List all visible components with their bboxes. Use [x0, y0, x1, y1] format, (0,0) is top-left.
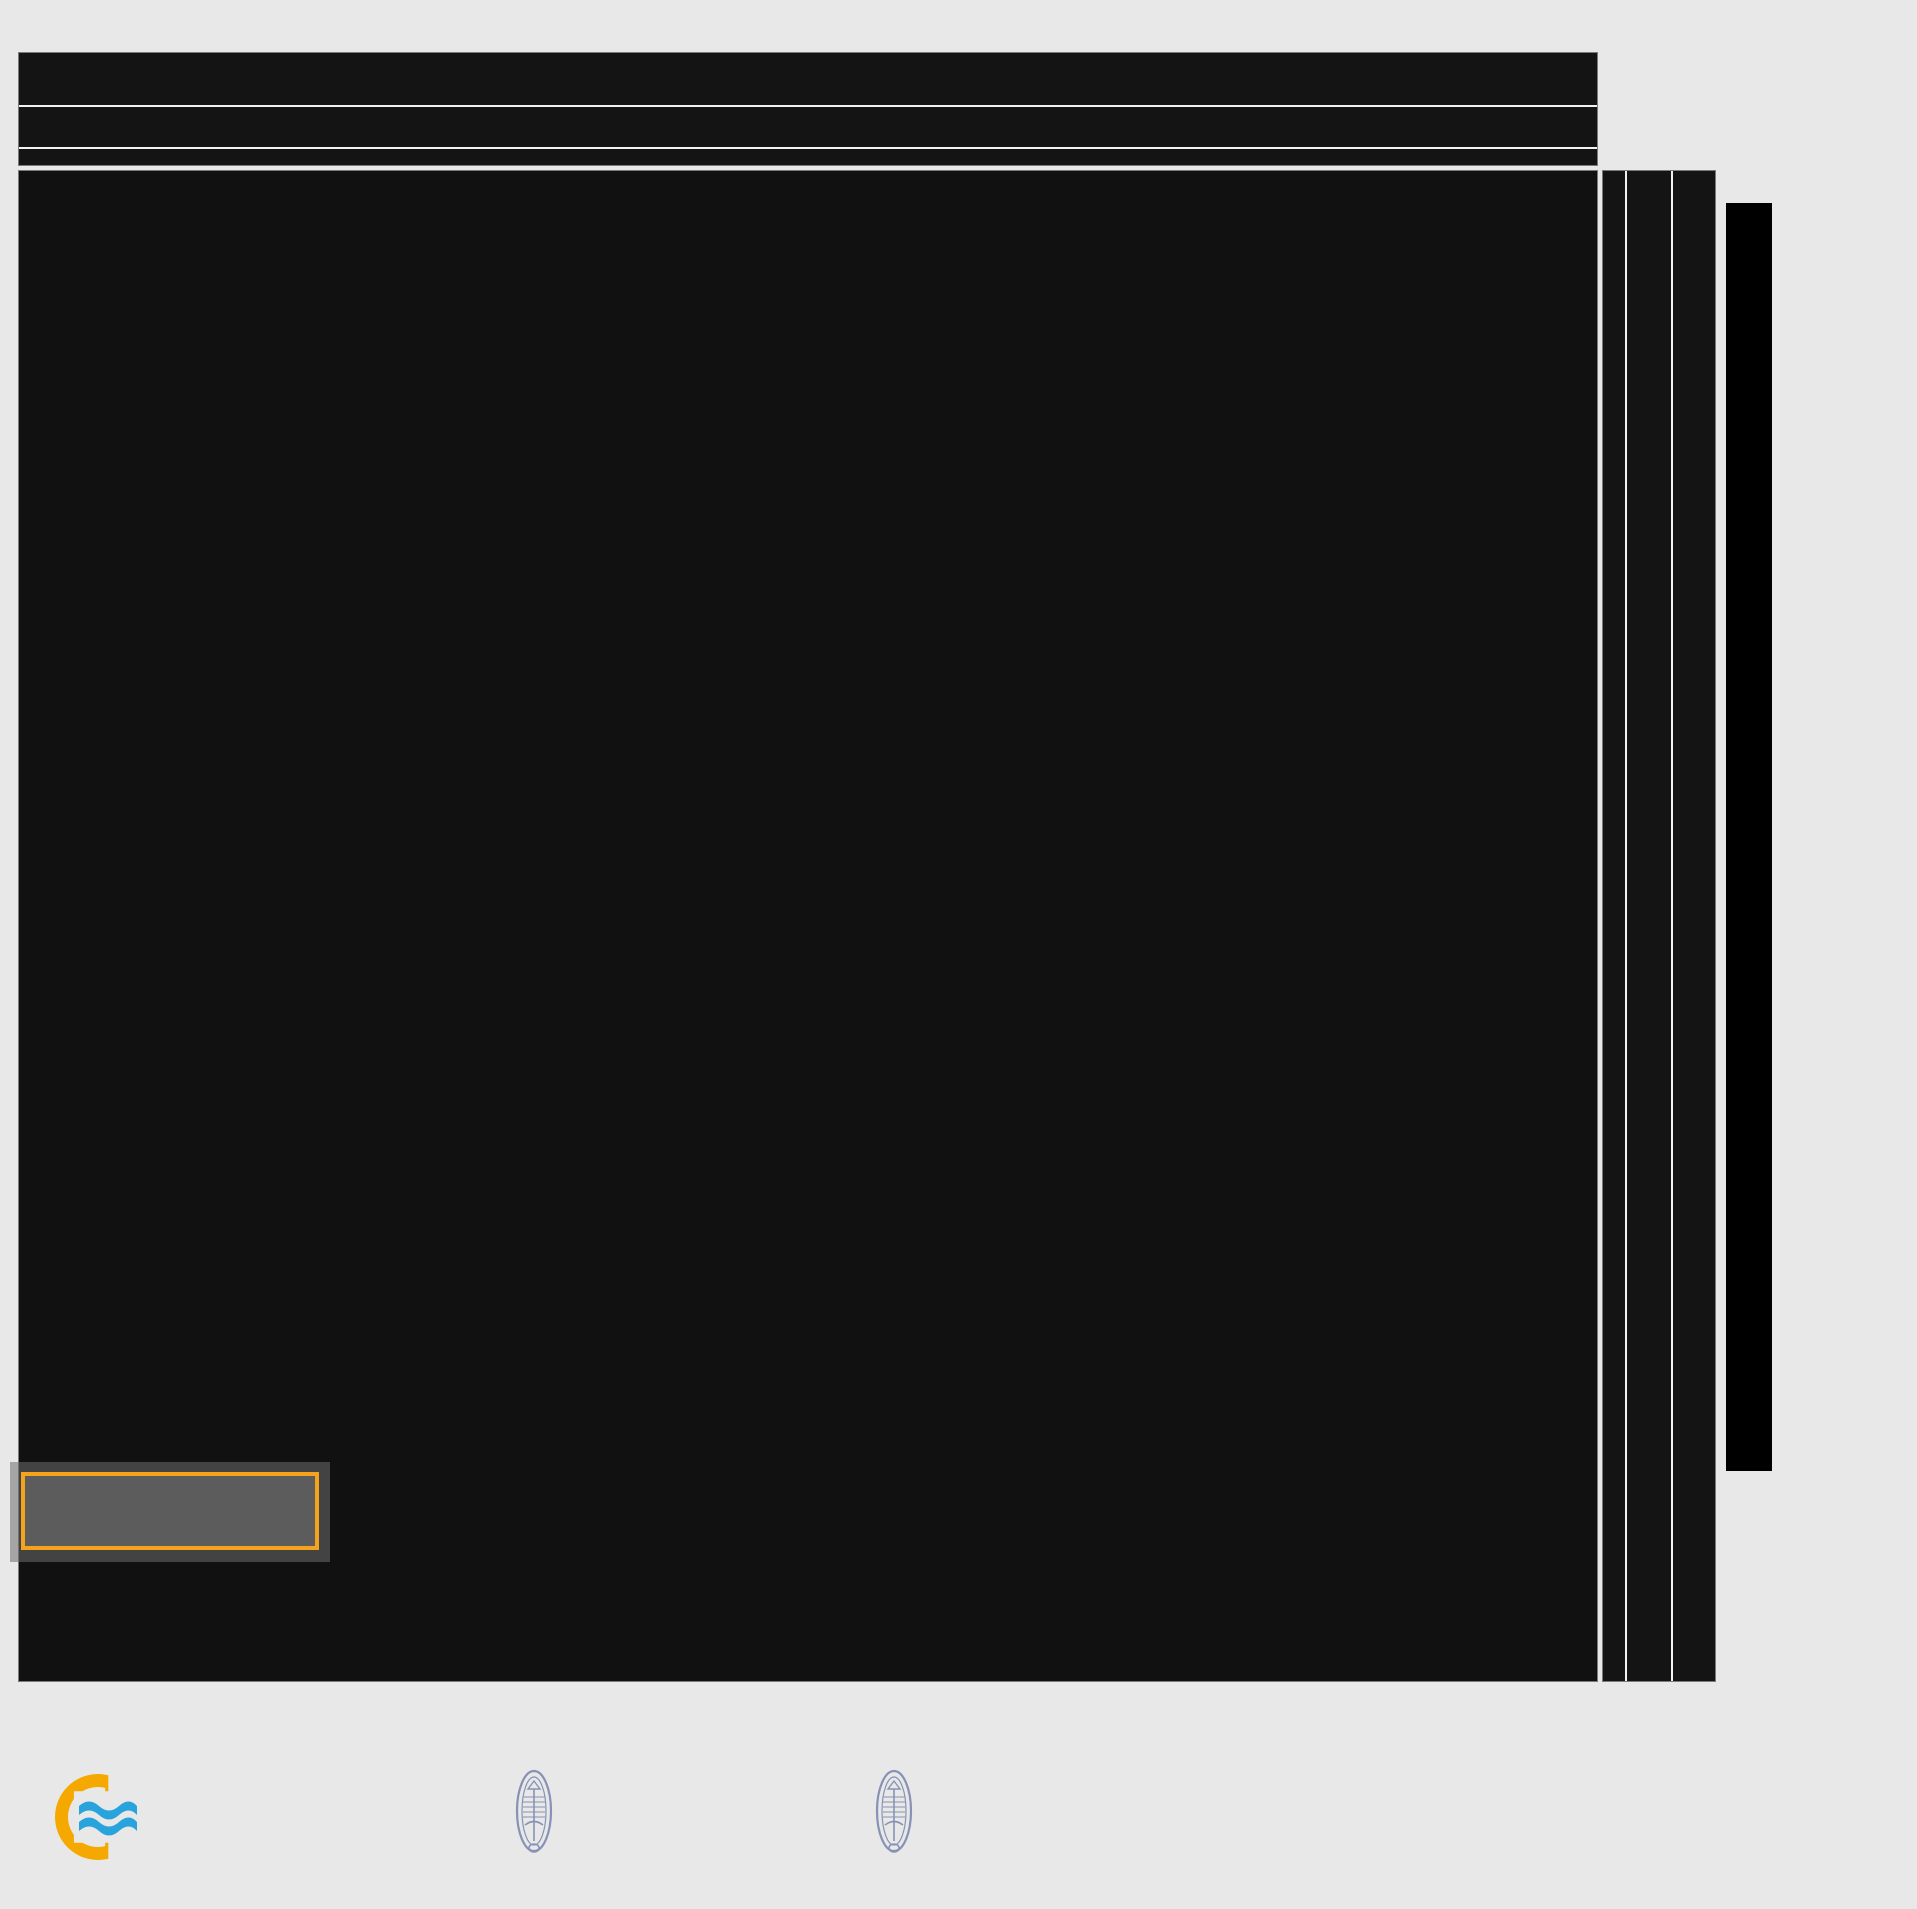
argentina-coat-of-arms-icon — [875, 1769, 913, 1853]
map-panel[interactable] — [18, 170, 1598, 1682]
footer-logos — [0, 1729, 1917, 1909]
smn-logo-icon — [55, 1774, 141, 1860]
top-cross-section-panel — [18, 52, 1598, 166]
logo-smn — [55, 1774, 151, 1860]
logo-ministerio-defensa — [512, 1767, 568, 1855]
logo-ministerio-economia — [872, 1767, 928, 1855]
top-gridline-10km — [19, 105, 1597, 107]
argentina-coat-of-arms-icon — [515, 1769, 553, 1853]
top-gridline-5km — [19, 147, 1597, 149]
right-gridline-10km — [1671, 171, 1673, 1681]
warning-annotation-box[interactable] — [21, 1472, 319, 1550]
top-cross-section-canvas — [19, 53, 1597, 165]
water-wave-icon — [79, 1801, 137, 1836]
right-gridline-5km — [1625, 171, 1627, 1681]
right-cross-section-canvas — [1603, 171, 1715, 1681]
colorbar — [1726, 203, 1772, 1471]
radar-map-canvas[interactable] — [19, 171, 1597, 1681]
right-cross-section-panel — [1602, 170, 1716, 1682]
